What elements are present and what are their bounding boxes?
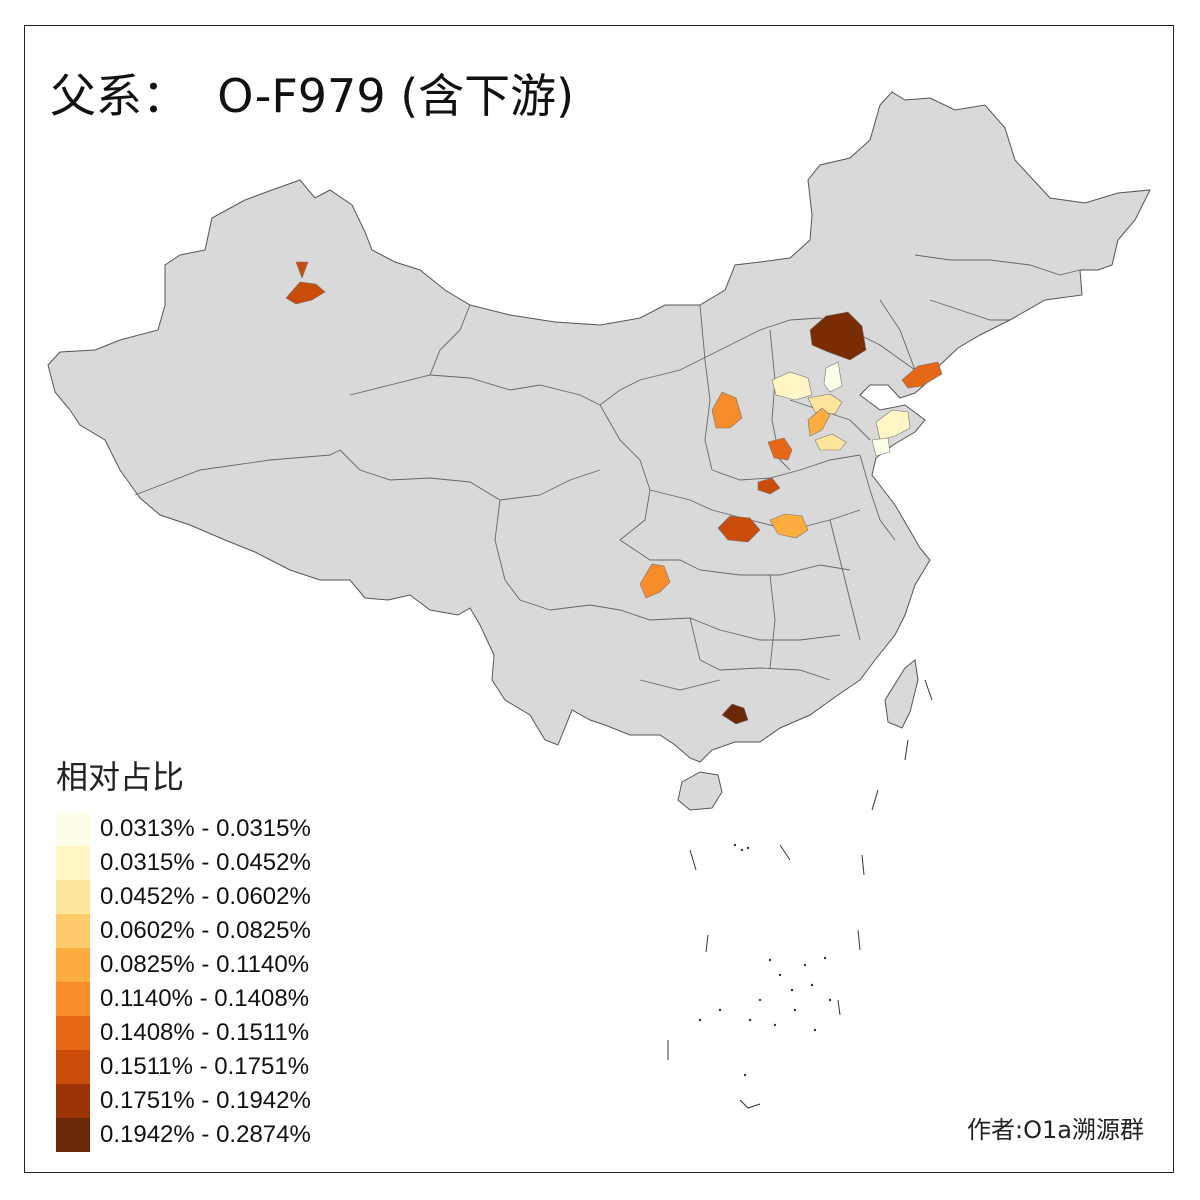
legend-item: 0.0313% - 0.0315% <box>56 812 311 846</box>
map-title: 父系： O-F979 (含下游) <box>50 69 575 123</box>
legend-swatch <box>56 1084 90 1118</box>
legend-label: 0.0825% - 0.1140% <box>100 951 310 978</box>
legend-swatch <box>56 846 90 880</box>
region-zhangjiakou <box>771 371 813 401</box>
legend-label: 0.1942% - 0.2874% <box>100 1121 311 1148</box>
legend-label: 0.0315% - 0.0452% <box>100 849 311 876</box>
legend-item: 0.1408% - 0.1511% <box>56 1016 311 1050</box>
legend-swatch <box>56 1050 90 1084</box>
legend-item: 0.1751% - 0.1942% <box>56 1084 311 1118</box>
legend-swatch <box>56 914 90 948</box>
taiwan-island <box>884 659 919 729</box>
region-hebei-central <box>807 393 843 415</box>
legend-swatch <box>56 1118 90 1152</box>
region-guangxi-south <box>721 703 749 725</box>
legend-item: 0.0315% - 0.0452% <box>56 846 311 880</box>
legend-label: 0.1408% - 0.1511% <box>100 1019 310 1046</box>
mainland-china <box>47 91 1151 763</box>
legend-label: 0.0313% - 0.0315% <box>100 815 311 842</box>
region-hebei-south <box>807 407 831 437</box>
hainan-island <box>677 771 723 811</box>
region-hubei-west <box>717 515 761 543</box>
legend-label: 0.1751% - 0.1942% <box>100 1087 311 1114</box>
legend-item: 0.0602% - 0.0825% <box>56 914 311 948</box>
legend-item: 0.1942% - 0.2874% <box>56 1118 311 1152</box>
legend-label: 0.0602% - 0.0825% <box>100 917 311 944</box>
region-dalian <box>901 361 943 389</box>
region-yili-north <box>295 261 309 279</box>
legend-label: 0.1511% - 0.1751% <box>100 1053 310 1080</box>
region-beijing-area <box>809 311 867 361</box>
legend-rows: 0.0313% - 0.0315% 0.0315% - 0.0452% 0.0452… <box>56 812 311 1152</box>
region-shaanxi-north <box>711 391 743 429</box>
region-yili <box>285 281 326 305</box>
legend-swatch <box>56 982 90 1016</box>
legend-item: 0.0825% - 0.1140% <box>56 948 311 982</box>
legend-title: 相对占比 <box>56 758 185 796</box>
island-dots <box>698 843 832 1077</box>
highlighted-regions <box>285 261 943 725</box>
legend-item: 0.1140% - 0.1408% <box>56 982 311 1016</box>
region-henan-west <box>757 477 781 495</box>
region-chengde <box>823 361 843 393</box>
legend-label: 0.0452% - 0.0602% <box>100 883 311 910</box>
legend-item: 0.0452% - 0.0602% <box>56 880 311 914</box>
south-china-sea-islands <box>667 679 933 1109</box>
legend-swatch <box>56 880 90 914</box>
legend: 相对占比 0.0313% - 0.0315% 0.0315% - 0.0452% 0… <box>56 752 311 1152</box>
legend-swatch <box>56 1016 90 1050</box>
region-chongqing <box>639 563 671 599</box>
region-shandong-west <box>814 433 847 451</box>
region-shandong-east <box>871 437 891 457</box>
legend-label: 0.1140% - 0.1408% <box>100 985 310 1012</box>
legend-swatch <box>56 812 90 846</box>
legend-swatch <box>56 948 90 982</box>
legend-item: 0.1511% - 0.1751% <box>56 1050 311 1084</box>
region-shanxi-south <box>767 437 793 461</box>
author-credit: 作者:O1a溯源群 <box>967 1116 1144 1144</box>
region-hubei-east <box>769 513 809 539</box>
